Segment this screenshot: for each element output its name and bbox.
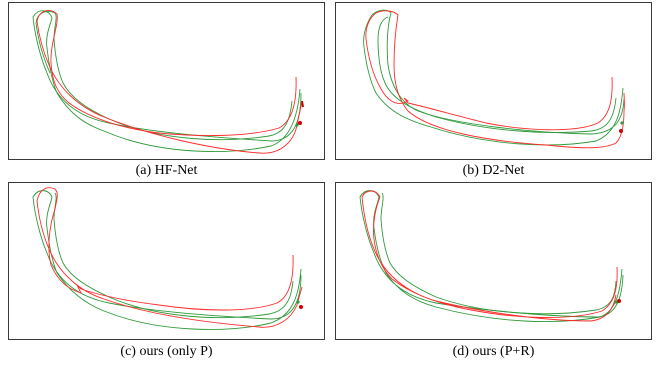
trajectory-plot-d2net bbox=[335, 2, 652, 160]
endpoint-marker bbox=[617, 299, 621, 303]
endpoint-marker bbox=[295, 123, 299, 127]
gt-trajectory-inner bbox=[35, 11, 293, 141]
panel-caption: (a) HF-Net bbox=[135, 163, 198, 178]
panel-caption: (c) ours (only P) bbox=[120, 344, 213, 359]
endpoint-marker bbox=[296, 300, 300, 304]
gt-trajectory-outer bbox=[32, 10, 302, 152]
gt-trajectory-outer bbox=[363, 9, 625, 146]
trajectory-plot-ours-only-p bbox=[8, 182, 325, 340]
endpoint-marker bbox=[301, 100, 304, 108]
gt-trajectory-inner bbox=[53, 192, 294, 319]
trajectory-svg-d2net bbox=[363, 9, 625, 149]
trajectory-svg-ours-p-plus-r bbox=[359, 190, 624, 323]
trajectory-svg-ours-only-p bbox=[32, 187, 303, 330]
endpoint-marker bbox=[299, 305, 303, 309]
endpoint-marker bbox=[619, 129, 623, 133]
endpoint-marker bbox=[614, 300, 618, 304]
gt-trajectory-inner bbox=[377, 16, 617, 133]
est-trajectory bbox=[365, 10, 625, 149]
endpoint-marker bbox=[298, 121, 302, 125]
gt-trajectory-inner bbox=[380, 192, 617, 315]
trajectory-plot-ours-p-plus-r bbox=[335, 182, 652, 340]
est-trajectory bbox=[36, 187, 303, 328]
panel-caption: (b) D2-Net bbox=[462, 163, 525, 178]
trajectory-svg-hfnet bbox=[32, 10, 304, 154]
gt-trajectory-outer bbox=[32, 190, 302, 330]
est-trajectory bbox=[361, 190, 618, 322]
endpoint-marker bbox=[620, 121, 624, 125]
est-trajectory bbox=[36, 10, 303, 154]
trajectory-plot-hfnet bbox=[8, 2, 325, 160]
gt-trajectory-outer bbox=[359, 190, 624, 323]
panel-caption: (d) ours (P+R) bbox=[452, 344, 535, 359]
